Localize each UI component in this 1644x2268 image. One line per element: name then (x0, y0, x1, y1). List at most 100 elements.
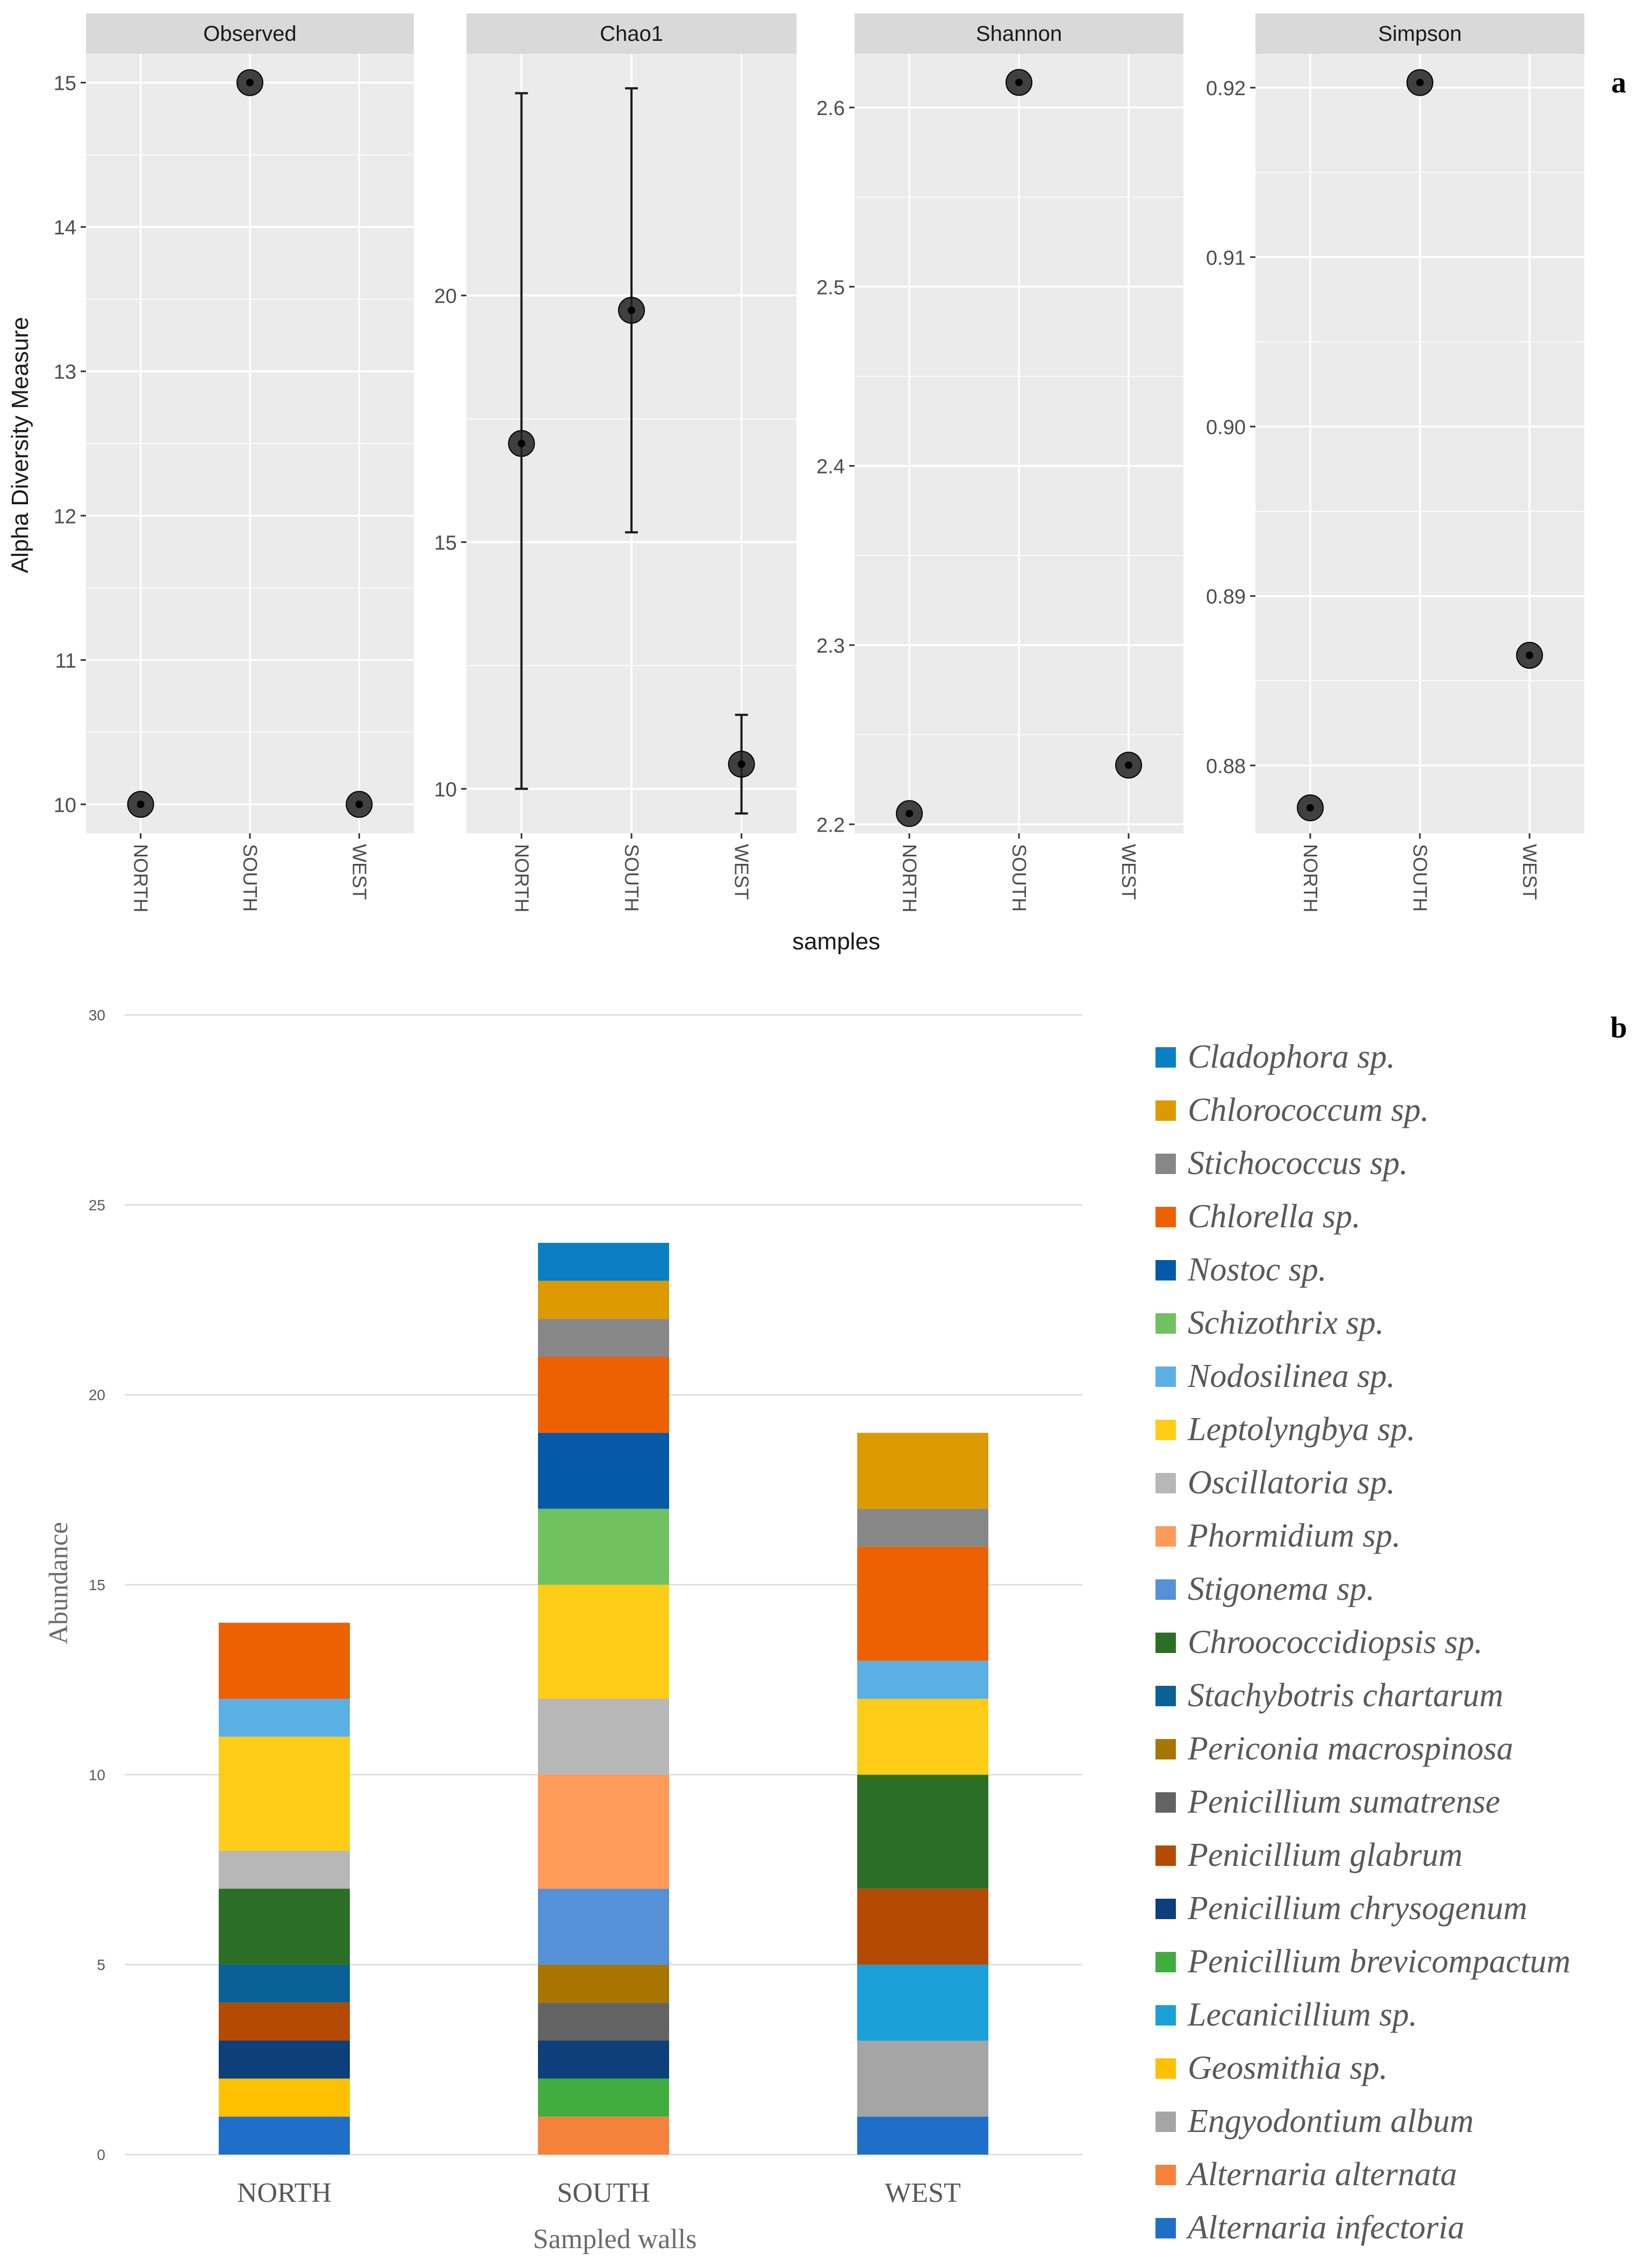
data-point-west (346, 791, 373, 818)
panel-label-b: b (1610, 1011, 1627, 1044)
y-tick-label: 0.91 (1206, 247, 1246, 269)
data-point-inner (1015, 78, 1023, 87)
legend-label: Alternaria infectoria (1186, 2209, 1464, 2246)
data-point-north (896, 800, 923, 827)
legend-item-cladophora-sp: Cladophora sp. (1155, 1039, 1395, 1075)
x-tick-label: WEST (1118, 844, 1140, 900)
legend-item-oscillatoria-sp: Oscillatoria sp. (1155, 1464, 1395, 1501)
legend-item-chlorella-sp: Chlorella sp. (1155, 1198, 1361, 1235)
legend-swatch (1155, 1420, 1176, 1440)
bar-segment-chroococcidiopsis-sp (219, 1888, 350, 1965)
x-tick-label: SOUTH (557, 2178, 650, 2208)
legend-item-nostoc-sp: Nostoc sp. (1155, 1251, 1326, 1288)
data-point-inner (518, 440, 526, 447)
data-point-inner (1306, 804, 1314, 812)
legend-swatch (1155, 1473, 1176, 1493)
legend-item-penicillium-chrysogenum: Penicillium chrysogenum (1155, 1890, 1527, 1927)
legend-swatch (1155, 2165, 1176, 2185)
bar-segment-penicillium-glabrum (219, 2002, 350, 2041)
legend-swatch (1155, 1633, 1176, 1653)
bar-segment-oscillatoria-sp (219, 1850, 350, 1889)
data-point-inner (628, 306, 635, 314)
alpha-diversity-facets: Observed 10 11 12 13 14 15 NORTH SOUTH WEST Chao1 1… (54, 13, 1584, 912)
y-tick-label: 0.92 (1206, 77, 1246, 100)
data-point-south (236, 69, 263, 96)
legend-swatch (1155, 1366, 1176, 1387)
legend-item-phormidium-sp: Phormidium sp. (1155, 1518, 1401, 1554)
facet-strip (86, 13, 414, 54)
legend-label: Chroococcidiopsis sp. (1188, 1624, 1483, 1661)
x-tick-label: WEST (885, 2178, 961, 2208)
bar-stack-west (857, 1433, 988, 2155)
legend-swatch (1155, 2112, 1176, 2132)
legend-swatch (1155, 1100, 1176, 1121)
legend-item-nodosilinea-sp: Nodosilinea sp. (1155, 1358, 1395, 1394)
y-tick-label: 20 (434, 285, 457, 308)
bar-segment-nostoc-sp (538, 1433, 669, 1509)
y-tick-label: 15 (54, 73, 76, 95)
x-tick-label: NORTH (130, 844, 152, 912)
facet-simpson: Simpson 0.88 0.89 0.90 0.91 0.92 NORTH SOUTH WES… (1206, 13, 1584, 912)
facet-title: Chao1 (600, 22, 663, 46)
x-tick-label: NORTH (237, 2178, 332, 2208)
legend-item-stigonema-sp: Stigonema sp. (1155, 1571, 1375, 1607)
legend-swatch (1155, 1207, 1176, 1227)
y-tick-label: 10 (434, 778, 457, 801)
data-point-south (1406, 69, 1433, 96)
y-tick-label: 25 (89, 1197, 105, 1213)
legend-swatch (1155, 1526, 1176, 1547)
species-legend: Cladophora sp. Chlorococcum sp. Stichococc… (1155, 1039, 1570, 2246)
y-tick-label: 30 (89, 1007, 105, 1024)
bar-segment-periconia-macrospinosa (538, 1964, 669, 2003)
legend-item-penicillium-sumatrense: Penicillium sumatrense (1155, 1784, 1500, 1820)
legend-label: Cladophora sp. (1188, 1039, 1395, 1075)
legend-label: Nostoc sp. (1187, 1251, 1326, 1288)
legend-label: Chlorella sp. (1188, 1198, 1361, 1235)
y-tick-label: 15 (434, 532, 457, 555)
facet-shannon: Shannon 2.2 2.3 2.4 2.5 2.6 NORTH SOUTH WEST (816, 13, 1183, 912)
legend-label: Stichococcus sp. (1188, 1145, 1408, 1182)
alpha-x-label: samples (792, 928, 880, 955)
bar-segment-penicillium-sumatrense (538, 2002, 669, 2041)
facet-strip (855, 13, 1183, 54)
alpha-y-label: Alpha Diversity Measure (7, 317, 33, 574)
x-tick-label: WEST (1519, 844, 1541, 900)
legend-label: Schizothrix sp. (1188, 1305, 1384, 1341)
abundance-chart: 0 5 10 15 20 25 30 NORTH SOUTH WEST (89, 1007, 1082, 2208)
y-tick-label: 20 (89, 1387, 105, 1404)
y-tick-label: 5 (97, 1957, 105, 1973)
bar-segment-penicillium-chrysogenum (219, 2041, 350, 2079)
x-tick-label: SOUTH (621, 844, 643, 912)
data-point-north (1297, 794, 1324, 821)
panel-label-a: a (1611, 66, 1626, 99)
legend-swatch (1155, 2058, 1176, 2079)
data-point-north (508, 430, 535, 457)
bar-segment-stachybotris-chartarum (219, 1964, 350, 2003)
bar-segment-penicillium-chrysogenum (538, 2041, 669, 2079)
data-point-inner (1526, 652, 1533, 660)
data-point-inner (737, 760, 745, 768)
y-tick-label: 2.5 (816, 276, 845, 299)
x-tick-label: SOUTH (1008, 844, 1030, 912)
legend-label: Oscillatoria sp. (1188, 1464, 1395, 1501)
bar-segment-stichococcus-sp (538, 1319, 669, 1357)
data-point-west (1115, 752, 1142, 779)
bar-segment-cladophora-sp (538, 1243, 669, 1281)
y-tick-label: 12 (54, 505, 76, 528)
y-tick-label: 2.6 (816, 97, 845, 120)
bar-segment-chroococcidiopsis-sp (857, 1775, 988, 1889)
bar-segment-alternaria-alternata (538, 2116, 669, 2155)
legend-label: Alternaria alternata (1186, 2156, 1457, 2193)
legend-item-penicillium-brevicompactum: Penicillium brevicompactum (1155, 1943, 1570, 1980)
legend-swatch (1155, 1313, 1176, 1334)
legend-label: Penicillium chrysogenum (1187, 1890, 1527, 1927)
data-point-south (1006, 69, 1032, 96)
bar-segment-penicillium-glabrum (857, 1888, 988, 1965)
legend-label: Leptolyngbya sp. (1187, 1411, 1416, 1448)
y-tick-label: 14 (54, 217, 76, 239)
data-point-inner (355, 800, 363, 809)
legend-swatch (1155, 1047, 1176, 1068)
legend-item-penicillium-glabrum: Penicillium glabrum (1155, 1837, 1462, 1873)
data-point-inner (1125, 761, 1132, 769)
